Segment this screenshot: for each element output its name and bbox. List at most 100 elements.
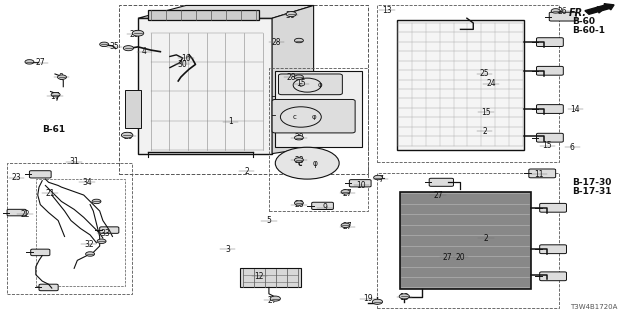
FancyBboxPatch shape xyxy=(536,133,563,142)
FancyBboxPatch shape xyxy=(529,169,556,178)
FancyBboxPatch shape xyxy=(536,66,563,75)
FancyBboxPatch shape xyxy=(39,284,58,291)
Text: 27: 27 xyxy=(433,190,443,200)
Text: 15: 15 xyxy=(296,79,306,88)
Circle shape xyxy=(58,75,67,79)
Circle shape xyxy=(294,201,303,205)
Text: 28: 28 xyxy=(272,38,282,47)
Bar xyxy=(400,192,531,289)
FancyBboxPatch shape xyxy=(429,178,454,186)
Text: 13: 13 xyxy=(382,6,392,15)
Text: 8: 8 xyxy=(59,73,64,82)
Text: 16: 16 xyxy=(181,53,191,62)
Circle shape xyxy=(51,92,60,97)
FancyArrow shape xyxy=(585,4,614,14)
Text: 7: 7 xyxy=(378,175,383,184)
Text: 18: 18 xyxy=(399,292,409,301)
Text: 36: 36 xyxy=(285,11,296,20)
Bar xyxy=(148,10,259,20)
Text: 15: 15 xyxy=(481,108,491,117)
FancyBboxPatch shape xyxy=(349,180,371,187)
Text: B-60: B-60 xyxy=(572,17,595,26)
Text: φ: φ xyxy=(311,114,316,120)
Circle shape xyxy=(132,30,144,36)
Circle shape xyxy=(124,46,134,51)
Text: 28: 28 xyxy=(294,200,303,209)
Text: 2: 2 xyxy=(244,167,249,176)
FancyBboxPatch shape xyxy=(540,245,566,254)
Text: 33: 33 xyxy=(100,229,109,238)
FancyBboxPatch shape xyxy=(540,204,566,212)
Bar xyxy=(138,18,272,154)
Text: 11: 11 xyxy=(534,170,544,179)
Text: c: c xyxy=(299,82,303,88)
Text: φ: φ xyxy=(312,159,317,168)
Text: 9: 9 xyxy=(323,203,328,212)
FancyBboxPatch shape xyxy=(312,202,333,210)
Text: 2: 2 xyxy=(483,127,487,136)
Circle shape xyxy=(294,38,303,43)
Circle shape xyxy=(86,252,95,256)
Bar xyxy=(378,5,559,162)
Circle shape xyxy=(294,135,303,140)
Text: 27: 27 xyxy=(342,222,352,231)
Polygon shape xyxy=(397,20,524,150)
Text: 20: 20 xyxy=(456,253,465,262)
Text: 27: 27 xyxy=(342,189,352,198)
Circle shape xyxy=(275,147,339,179)
Text: 28: 28 xyxy=(294,156,303,164)
Text: 12: 12 xyxy=(255,272,264,281)
Text: 15: 15 xyxy=(543,141,552,150)
Text: 17: 17 xyxy=(50,92,60,101)
FancyBboxPatch shape xyxy=(536,105,563,113)
Circle shape xyxy=(399,294,410,299)
Circle shape xyxy=(97,239,106,244)
FancyBboxPatch shape xyxy=(278,74,342,95)
Bar xyxy=(275,71,362,147)
Text: 35: 35 xyxy=(109,42,119,52)
Text: 27: 27 xyxy=(35,58,45,67)
Text: 22: 22 xyxy=(20,210,29,219)
Text: B-17-30: B-17-30 xyxy=(572,178,612,187)
Circle shape xyxy=(294,75,303,79)
FancyBboxPatch shape xyxy=(536,38,563,46)
Text: B-17-31: B-17-31 xyxy=(572,188,612,196)
Text: B-60-1: B-60-1 xyxy=(572,27,605,36)
Text: 28: 28 xyxy=(287,73,296,82)
Text: 28: 28 xyxy=(294,133,303,142)
Text: T3W4B1720A: T3W4B1720A xyxy=(570,304,617,310)
Bar xyxy=(240,268,301,287)
Circle shape xyxy=(551,9,560,13)
Text: 6: 6 xyxy=(570,143,575,152)
Circle shape xyxy=(372,299,383,304)
Circle shape xyxy=(25,60,34,64)
Polygon shape xyxy=(138,5,314,18)
Text: 2: 2 xyxy=(484,234,488,243)
FancyBboxPatch shape xyxy=(549,12,576,21)
Text: 1: 1 xyxy=(228,117,233,126)
Bar xyxy=(119,5,368,174)
Text: 4: 4 xyxy=(142,47,147,56)
Text: 29: 29 xyxy=(130,30,140,39)
Text: 21: 21 xyxy=(45,189,54,198)
Text: 10: 10 xyxy=(356,181,366,190)
Bar xyxy=(7,163,132,294)
Bar xyxy=(36,179,125,286)
Circle shape xyxy=(341,223,350,228)
Text: 26: 26 xyxy=(558,7,568,16)
Circle shape xyxy=(374,175,383,180)
Text: 32: 32 xyxy=(84,240,93,249)
Circle shape xyxy=(341,190,350,194)
FancyBboxPatch shape xyxy=(272,100,355,133)
Circle shape xyxy=(293,78,321,92)
Text: 30: 30 xyxy=(178,60,188,69)
FancyBboxPatch shape xyxy=(540,272,566,281)
Circle shape xyxy=(100,42,109,47)
FancyBboxPatch shape xyxy=(31,249,50,256)
Circle shape xyxy=(270,296,280,301)
Text: φ: φ xyxy=(317,82,323,88)
Text: c: c xyxy=(292,114,296,120)
Text: 5: 5 xyxy=(266,216,271,225)
Circle shape xyxy=(92,199,101,204)
Text: 23: 23 xyxy=(12,173,22,182)
